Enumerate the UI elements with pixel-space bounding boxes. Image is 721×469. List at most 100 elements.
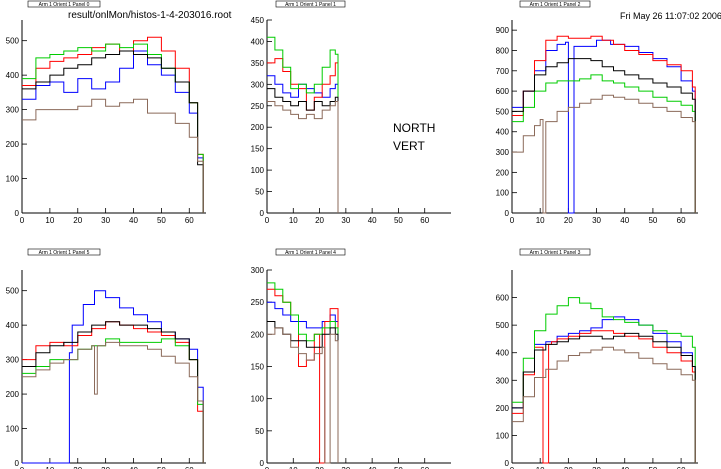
series-brown	[512, 346, 696, 463]
series-green	[267, 36, 339, 213]
series-red	[267, 288, 339, 464]
x-tick-label: 50	[394, 466, 403, 469]
x-tick-label: 30	[101, 216, 110, 225]
pad-title-box	[519, 248, 591, 256]
y-tick-label: 300	[6, 356, 20, 365]
y-tick-label: 100	[496, 431, 510, 440]
file-path-label: result/onlMon/histos-1-4-203016.root	[68, 10, 232, 21]
y-tick-label: 150	[251, 363, 265, 372]
x-tick-label: 40	[129, 216, 138, 225]
x-tick-label: 50	[394, 216, 403, 225]
series-blue	[22, 290, 204, 464]
histogram-pad-5: Arm 1 Orient 1 Panel 3010020030040050060…	[496, 248, 698, 469]
pad-title: Arm 1 Orient 1 Panel 0	[39, 2, 90, 8]
series-brown	[267, 101, 339, 213]
y-tick-label: 200	[496, 168, 510, 177]
y-tick-label: 300	[251, 80, 265, 89]
pad-title-box	[519, 0, 591, 8]
x-tick-label: 10	[536, 216, 545, 225]
y-tick-label: 150	[251, 145, 265, 154]
x-tick-label: 50	[157, 466, 166, 469]
x-tick-label: 10	[289, 466, 298, 469]
y-tick-label: 300	[496, 148, 510, 157]
y-tick-label: 50	[255, 188, 264, 197]
y-tick-label: 450	[251, 16, 265, 25]
series-blue	[22, 50, 204, 213]
x-tick-label: 30	[341, 466, 350, 469]
series-brown	[22, 98, 204, 213]
x-tick-label: 40	[620, 466, 629, 469]
y-tick-label: 800	[496, 46, 510, 55]
y-tick-label: 500	[6, 37, 20, 46]
x-tick-label: 10	[289, 216, 298, 225]
orientation-label: VERT	[393, 139, 425, 153]
x-tick-label: 40	[368, 466, 377, 469]
y-tick-label: 500	[496, 321, 510, 330]
series-green	[512, 74, 696, 213]
series-blue	[267, 301, 339, 463]
x-tick-label: 0	[265, 216, 270, 225]
series-brown	[512, 94, 696, 214]
x-tick-label: 60	[420, 466, 429, 469]
pad-title-box	[27, 0, 101, 8]
series-red	[267, 58, 339, 213]
y-tick-label: 200	[6, 390, 20, 399]
pad-title: Arm 1 Orient 1 Panel 1	[285, 2, 336, 8]
x-tick-label: 30	[341, 216, 350, 225]
y-tick-label: 400	[6, 71, 20, 80]
y-tick-label: 100	[251, 395, 265, 404]
y-tick-label: 600	[496, 87, 510, 96]
y-tick-label: 100	[251, 166, 265, 175]
series-blue	[512, 316, 696, 463]
x-tick-label: 20	[564, 216, 573, 225]
x-tick-label: 0	[265, 466, 270, 469]
series-red	[512, 35, 696, 213]
pad-title-box	[27, 248, 101, 256]
x-tick-label: 0	[20, 466, 25, 469]
series-black	[267, 88, 339, 213]
y-tick-label: 50	[255, 427, 264, 436]
series-green	[22, 338, 204, 463]
pad-title-box	[275, 248, 346, 256]
y-tick-label: 100	[496, 189, 510, 198]
x-tick-label: 30	[592, 216, 601, 225]
histogram-pad-4: Arm 1 Orient 1 Panel 4050100150200250300…	[251, 248, 451, 469]
x-tick-label: 30	[592, 466, 601, 469]
histogram-pad-2: Arm 1 Orient 1 Panel 2010020030040050060…	[496, 0, 698, 225]
x-tick-label: 0	[20, 216, 25, 225]
x-tick-label: 20	[315, 216, 324, 225]
series-black	[512, 332, 696, 463]
x-tick-label: 60	[420, 216, 429, 225]
y-tick-label: 200	[496, 404, 510, 413]
y-tick-label: 0	[505, 459, 510, 468]
x-tick-label: 60	[677, 466, 686, 469]
series-green	[267, 282, 339, 463]
histogram-pad-3: Arm 1 Orient 1 Panel 5 0 100 200 300 400 500 0 1…	[6, 248, 206, 469]
x-tick-label: 20	[73, 466, 82, 469]
x-tick-label: 20	[73, 216, 82, 225]
series-green	[512, 297, 696, 463]
x-tick-label: 10	[45, 466, 54, 469]
x-tick-label: 60	[185, 466, 194, 469]
x-tick-label: 60	[677, 216, 686, 225]
region-label: NORTH	[393, 121, 436, 135]
x-tick-label: 40	[368, 216, 377, 225]
series-black	[267, 321, 339, 463]
y-tick-label: 200	[251, 123, 265, 132]
x-tick-label: 20	[315, 466, 324, 469]
pad-title: Arm 1 Orient 1 Panel 5	[39, 250, 90, 256]
series-green	[22, 43, 204, 213]
x-tick-label: 40	[129, 466, 138, 469]
y-tick-label: 250	[251, 102, 265, 111]
y-tick-label: 300	[496, 376, 510, 385]
x-tick-label: 20	[564, 466, 573, 469]
series-red	[22, 36, 204, 213]
x-tick-label: 10	[45, 216, 54, 225]
y-tick-label: 100	[6, 175, 20, 184]
y-tick-label: 700	[496, 67, 510, 76]
y-tick-label: 500	[496, 107, 510, 116]
x-tick-label: 0	[510, 466, 515, 469]
histogram-pad-1: Arm 1 Orient 1 Panel 1 0 50 100 150 200 250 300…	[251, 0, 451, 225]
y-tick-label: 400	[496, 349, 510, 358]
y-tick-label: 300	[6, 106, 20, 115]
